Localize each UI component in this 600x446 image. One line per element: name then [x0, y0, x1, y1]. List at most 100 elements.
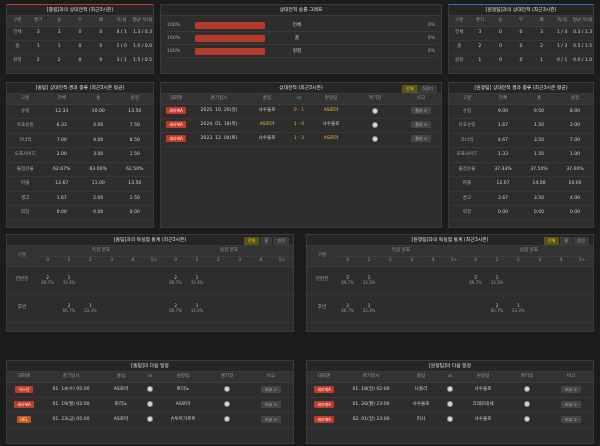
distribution-cell: 2 66.7%	[464, 266, 487, 295]
league-cell: 세리에A	[161, 118, 191, 133]
stadium-icon	[524, 401, 530, 407]
panel-title: [원정팀]과의 득실점 통계 (최근3시즌) 전체 홈 원정	[307, 235, 593, 246]
winrate-fill	[195, 22, 265, 29]
column-header: 대회명	[7, 372, 41, 383]
column-header: 전체	[485, 94, 521, 105]
count-value: 1	[517, 302, 520, 308]
distribution-cell	[443, 294, 465, 323]
row-label: 볼점유율	[449, 162, 485, 177]
tab-1[interactable]: 홈	[560, 236, 573, 245]
vs-cell	[141, 397, 159, 413]
stat-cell: 2	[469, 40, 491, 55]
goal-count-header: 3	[100, 256, 123, 267]
away-team: 사수올로	[311, 118, 351, 133]
column-header: 승	[48, 16, 70, 27]
row-label: 코너킥	[7, 133, 44, 148]
distribution-cell: 1 33.3%	[358, 266, 380, 295]
stat-cell: 1.50	[521, 118, 557, 134]
row-label: 경고	[449, 191, 485, 206]
distribution-cell: 2 66.7%	[164, 266, 187, 295]
stat-cell: 0.0 / 1.0	[572, 54, 593, 69]
stat-cell: 3.50	[521, 133, 557, 148]
count-value: 2	[346, 274, 349, 280]
distribution-cell	[250, 266, 272, 295]
percent-value: 66.7%	[169, 280, 182, 285]
result-button[interactable]: 결과 >	[411, 107, 431, 115]
row-label: 경고	[7, 191, 44, 206]
table-row: 유효슈팅 6.33 4.00 7.50	[7, 118, 153, 134]
distribution-cell	[143, 294, 165, 323]
row-label: 전체	[7, 26, 28, 41]
away-team: AS로마	[159, 397, 207, 413]
panel-title: [원정팀]의 다음 일정	[307, 361, 593, 372]
h2h-tabs: 전체 5경기	[401, 84, 437, 93]
league-badge: 세리에A	[166, 135, 186, 143]
match-date: 02. 01(일) 23:00	[341, 412, 401, 428]
panel-title: [홈팀]과의 득실점 통계 (최근3시즌) 전체 홈 원정	[7, 235, 293, 246]
compare-button[interactable]: 비교 >	[261, 385, 281, 393]
winrate-bar-row: 100% 전체 0%	[165, 19, 437, 32]
stat-cell: 0	[90, 54, 112, 69]
away-next-schedule-table: 대회명 경기일시 홈팀 vs 원정팀 경기장 비고 세리에A 01. 18(일) 02:00 나…	[307, 372, 593, 428]
league-cell: 세리에A	[7, 397, 41, 413]
column-header: 무	[69, 16, 91, 27]
tab-0[interactable]: 전체	[243, 236, 260, 245]
distribution-cell: 1 33.3%	[507, 294, 529, 323]
column-header: 경기	[469, 16, 491, 27]
table-row: 퇴장 0.00 0.00 0.00	[449, 205, 593, 221]
winrate-track	[195, 48, 265, 55]
tab-1[interactable]: 5경기	[418, 84, 437, 93]
table-row: 원정 2 2 0 0 3 / 1 1.5 / 0.5	[7, 54, 153, 69]
result-button[interactable]: 결과 >	[411, 121, 431, 129]
percent-value: 66.7%	[469, 280, 482, 285]
goal-count-header: 2	[379, 256, 401, 267]
tab-0[interactable]: 전체	[543, 236, 560, 245]
result-button[interactable]: 결과 >	[411, 135, 431, 143]
panel-title: 상대전적 (최근3시즌) 전체 5경기	[161, 83, 441, 94]
distribution-cell	[400, 266, 423, 295]
compare-button[interactable]: 비교 >	[561, 385, 581, 393]
table-row: 퇴장 0.00 0.00 0.00	[7, 205, 153, 221]
distribution-cell	[122, 266, 144, 295]
league-badge: UEL	[17, 415, 31, 423]
stadium-cell	[351, 118, 399, 133]
compare-button[interactable]: 비교 >	[561, 415, 581, 423]
distribution-cell: 1 33.3%	[58, 266, 80, 295]
distribution-cell: 2 66.7%	[37, 266, 59, 295]
home-team: 나폴리	[401, 382, 441, 398]
vs-icon	[447, 386, 453, 392]
count-value: 1	[195, 302, 199, 308]
tab-2[interactable]: 원정	[273, 236, 289, 245]
match-date: 2025. 10. 26(일)	[191, 104, 247, 119]
stat-cell: 0 / 1	[551, 54, 573, 69]
row-label: 원정	[7, 54, 28, 69]
distribution-cell	[528, 266, 551, 295]
stadium-icon	[224, 416, 230, 422]
count-value: 2	[67, 302, 71, 308]
compare-button[interactable]: 비교 >	[561, 400, 581, 408]
winrate-bar-row: 100% 원정 0%	[165, 45, 437, 58]
distribution-cell	[400, 294, 423, 323]
column-header: 원정팀	[311, 94, 351, 105]
percent-value: 33.3%	[190, 280, 204, 285]
league-badge: 세리에A	[166, 121, 186, 129]
scored-header: 득점 분포	[37, 246, 165, 257]
h2h-results-table: 대회명 경기일시 홈팀 vs 원정팀 경기장 비고 세리에A 2025. 10. 26(일) 사…	[161, 94, 441, 147]
column-header: vs	[141, 372, 159, 383]
stat-cell: 1.00	[557, 147, 593, 163]
stat-cell: 3	[531, 26, 552, 41]
match-row: 세리에A 2024. 01. 18(목) AS로마 1 - 0 사수올로 결과 >	[161, 118, 441, 133]
percent-value: 33.3%	[511, 308, 525, 313]
home-rate-label: 100%	[167, 49, 181, 54]
column-header: 경기장	[507, 372, 547, 383]
tab-1[interactable]: 홈	[260, 236, 273, 245]
compare-button[interactable]: 비교 >	[261, 415, 281, 423]
away-h2h-panel: [원정팀]과의 상대전적 (최근3시즌) 구분 경기 승 무 패 득/실 평균 득/실 전체…	[448, 4, 594, 74]
tab-0[interactable]: 전체	[401, 84, 418, 93]
goal-count-header: 4	[250, 256, 272, 267]
schedule-row: 세리에A 02. 01(일) 23:00 피사 사수올로 비교 >	[307, 412, 593, 428]
tab-2[interactable]: 원정	[573, 236, 589, 245]
compare-button[interactable]: 비교 >	[261, 400, 281, 408]
stat-cell: 37.50%	[521, 162, 557, 177]
